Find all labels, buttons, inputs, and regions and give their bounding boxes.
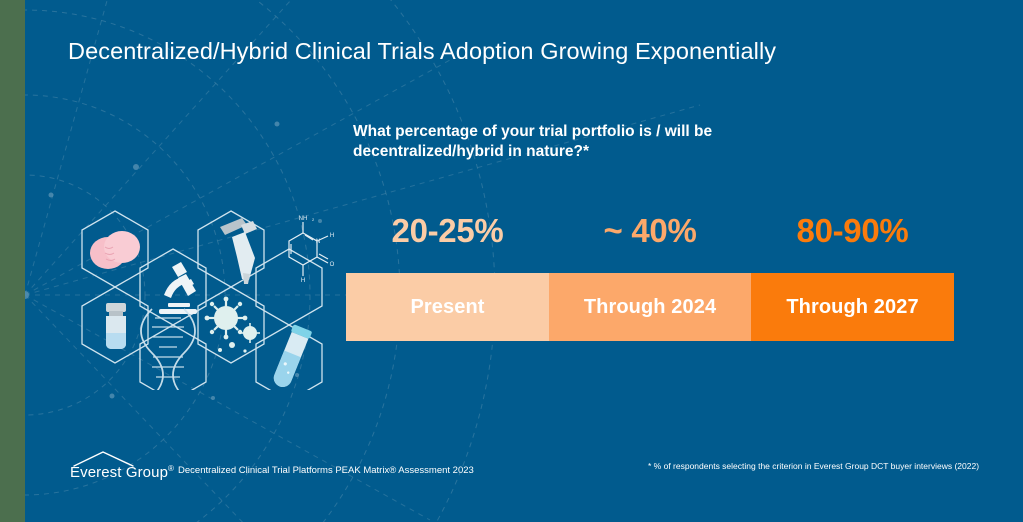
page-title: Decentralized/Hybrid Clinical Trials Ado… [68,38,777,64]
pipette-icon [220,218,257,284]
logo-wordmark: Everest Group® [70,460,174,482]
bar-segment-through-2027[interactable]: Through 2027 [751,273,954,341]
bar-segment-present[interactable]: Present [346,273,549,341]
logo-name: Everest Group [70,464,169,481]
left-accent-strip [0,0,25,522]
svg-text:O: O [330,262,335,268]
bar-segment-through-2024[interactable]: Through 2024 [549,273,751,341]
footer-branding: Everest Group® Decentralized Clinical Tr… [70,451,474,481]
vial-icon [106,303,126,349]
pills-icon [90,231,140,269]
svg-text:2: 2 [312,217,315,222]
molecule-icon: NH 2 N H O H [288,216,335,284]
test-tube-icon [273,324,312,387]
clinical-trial-hexagon-illustration: NH 2 N H O H [81,210,335,390]
microscope-icon [159,262,197,314]
logo-registered-mark: ® [168,464,175,473]
timeline-segmented-bar: Present Through 2024 Through 2027 [346,273,954,341]
question-line-1: What percentage of your trial portfolio … [353,123,713,140]
value-label-through-2027: 80-90% [796,212,909,249]
question-text: What percentage of your trial portfolio … [353,122,823,162]
footer-caption: Decentralized Clinical Trial Platforms P… [178,465,474,476]
virus-icon [204,296,260,353]
value-label-through-2024: ~ 40% [603,212,697,249]
question-line-2: decentralized/hybrid in nature?* [353,143,589,160]
svg-text:NH: NH [299,216,308,222]
footnote-text: * % of respondents selecting the criteri… [648,461,980,471]
value-label-present: 20-25% [391,212,504,249]
dna-icon [140,308,196,390]
svg-text:H: H [330,233,334,239]
svg-text:H: H [301,278,305,284]
everest-group-logo: Everest Group® [70,451,174,481]
svg-text:N: N [316,239,320,245]
